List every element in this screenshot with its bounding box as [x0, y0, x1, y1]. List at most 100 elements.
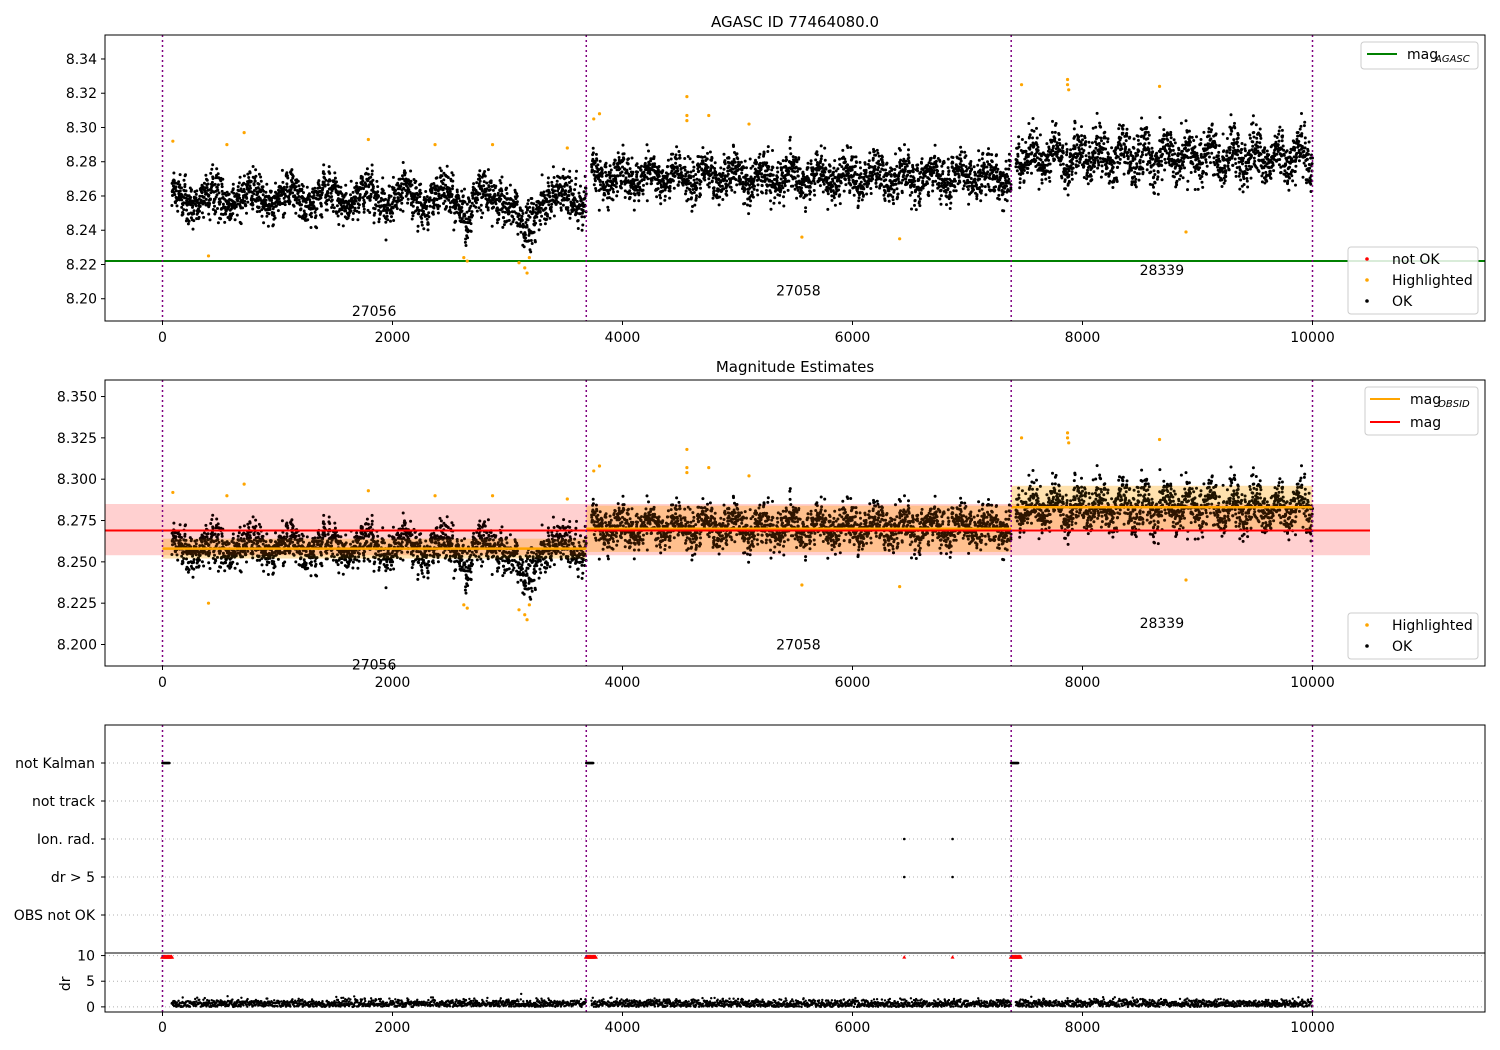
- ok-point: [215, 193, 219, 197]
- ok-point: [174, 185, 178, 189]
- ok-point: [1031, 136, 1034, 140]
- ok-point: [736, 157, 740, 161]
- ok-point: [964, 165, 968, 169]
- ok-point: [516, 232, 520, 236]
- ok-point: [426, 222, 430, 226]
- ok-point: [1090, 141, 1094, 145]
- ok-point: [467, 209, 471, 213]
- ok-point: [362, 204, 366, 208]
- ok-point: [946, 157, 950, 161]
- ok-point: [867, 159, 871, 163]
- ok-point: [900, 191, 904, 195]
- ok-point: [1099, 175, 1103, 179]
- ok-point: [884, 168, 888, 172]
- ok-point: [885, 161, 889, 165]
- ok-point: [440, 174, 444, 178]
- ok-point: [293, 188, 297, 192]
- ok-point: [657, 174, 661, 178]
- ok-point: [804, 210, 807, 213]
- ok-point: [289, 188, 293, 191]
- ok-point: [903, 167, 907, 171]
- ok-point: [748, 186, 752, 190]
- ok-point: [417, 212, 421, 216]
- ok-point: [721, 171, 725, 175]
- ok-point: [351, 190, 355, 194]
- ok-point: [949, 195, 953, 199]
- ok-point: [450, 193, 454, 197]
- ok-point: [579, 184, 582, 188]
- ok-point: [735, 152, 739, 156]
- ok-point: [926, 182, 929, 185]
- ok-point: [406, 201, 410, 205]
- ok-point: [1121, 123, 1125, 127]
- ok-point: [721, 198, 725, 201]
- ok-point: [349, 179, 353, 183]
- ok-point: [307, 192, 311, 196]
- ok-point: [599, 187, 603, 191]
- ok-point: [267, 212, 271, 216]
- ok-point: [640, 164, 643, 168]
- ok-point: [1045, 142, 1049, 146]
- ok-point: [1126, 155, 1130, 159]
- ok-point: [534, 221, 538, 225]
- ok-point: [717, 203, 721, 207]
- ok-point: [278, 200, 282, 204]
- ok-point: [395, 207, 399, 211]
- ok-point: [1106, 140, 1110, 144]
- ok-point: [729, 185, 733, 189]
- ok-point: [778, 201, 781, 205]
- ok-point: [1106, 152, 1110, 156]
- ok-point: [432, 206, 436, 210]
- ok-point: [547, 203, 551, 207]
- ok-point: [317, 179, 321, 183]
- ok-point: [707, 177, 711, 181]
- ok-point: [225, 190, 229, 194]
- ok-point: [869, 187, 873, 190]
- ok-point: [918, 197, 922, 201]
- ok-point: [895, 187, 899, 191]
- ok-point: [435, 176, 439, 180]
- ok-point: [743, 202, 747, 205]
- ok-point: [748, 157, 752, 161]
- ok-point: [184, 173, 187, 177]
- ok-point: [617, 156, 621, 159]
- ok-point: [394, 189, 398, 192]
- ok-point: [330, 195, 334, 199]
- ok-point: [234, 205, 238, 209]
- ok-point: [384, 220, 388, 224]
- ok-point: [597, 175, 601, 179]
- ok-point: [1143, 142, 1147, 146]
- ok-point: [528, 215, 532, 219]
- ok-point: [771, 166, 775, 169]
- ok-point: [230, 206, 234, 209]
- ok-point: [180, 205, 184, 209]
- ok-point: [659, 202, 663, 206]
- ok-point: [276, 209, 280, 213]
- ok-point: [1030, 151, 1034, 155]
- ok-point: [846, 146, 850, 149]
- ok-point: [959, 145, 963, 149]
- ok-point: [927, 190, 930, 194]
- ok-point: [386, 218, 390, 222]
- ok-point: [190, 188, 193, 192]
- ok-point: [266, 224, 270, 228]
- ok-point: [775, 166, 779, 170]
- ok-point: [735, 183, 739, 187]
- ok-point: [916, 169, 920, 173]
- ok-point: [627, 157, 630, 161]
- ok-point: [1016, 154, 1020, 158]
- ok-point: [1040, 181, 1044, 185]
- ok-point: [1082, 164, 1086, 168]
- ok-point: [253, 179, 257, 183]
- ok-point: [918, 204, 922, 208]
- ok-point: [1040, 154, 1043, 158]
- ok-point: [1108, 172, 1111, 176]
- ok-point: [178, 189, 182, 193]
- ok-point: [205, 178, 209, 182]
- ok-point: [236, 199, 240, 203]
- ok-point: [1006, 175, 1010, 178]
- ok-point: [642, 170, 646, 174]
- ok-point: [683, 168, 687, 172]
- ok-point: [609, 168, 613, 172]
